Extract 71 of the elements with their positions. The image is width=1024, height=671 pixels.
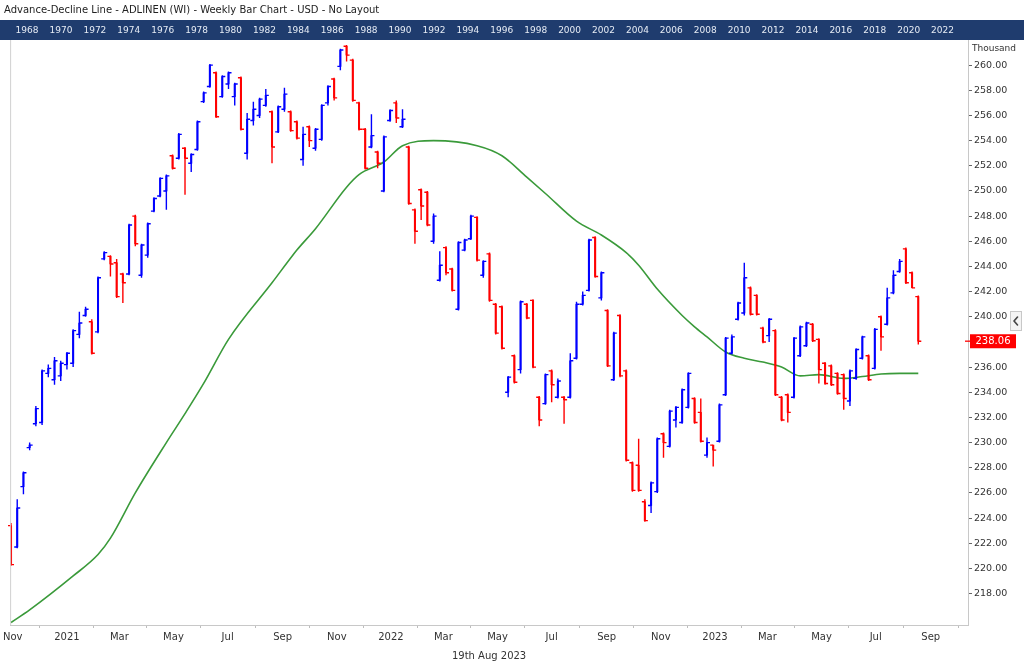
x2-tick-label: 2004: [625, 24, 650, 35]
x2-tick-label: 1970: [49, 24, 73, 35]
y-tick-label: 254.00: [974, 134, 1008, 146]
text: 238.06: [975, 335, 1011, 347]
x2-tick-label: 1972: [83, 24, 107, 35]
x2-tick-label: 1978: [185, 24, 209, 35]
y-tick-label: 252.00: [974, 159, 1008, 171]
x-tick-label: Sep: [597, 630, 617, 642]
x2-tick-label: 1992: [422, 24, 446, 35]
y-tick-label: 258.00: [974, 83, 1008, 95]
x-tick-label: Nov: [327, 630, 347, 642]
y-tick-label: 246.00: [974, 234, 1008, 246]
x-tick-label: 2023: [702, 630, 728, 642]
y-tick-label: 244.00: [974, 259, 1008, 271]
y-tick-label: 260.00: [974, 58, 1008, 70]
x-tick-label: Jul: [544, 630, 558, 642]
y-tick-label: 234.00: [974, 385, 1008, 397]
x2-tick-label: 2010: [727, 24, 751, 35]
x-tick-label: Mar: [433, 630, 454, 642]
y-tick-label: 256.00: [974, 108, 1008, 120]
y-tick-label: 222.00: [974, 536, 1008, 548]
y-tick-label: 218.00: [974, 587, 1008, 599]
x-tick-label: Jul: [220, 630, 234, 642]
x2-tick-label: 1996: [490, 24, 514, 35]
x2-tick-label: 1990: [388, 24, 412, 35]
x-tick-label: May: [163, 630, 184, 642]
x-tick-label: May: [487, 630, 508, 642]
y-axis-title: Thousand: [971, 43, 1017, 54]
x-tick-label: Sep: [273, 630, 293, 642]
x2-tick-label: 1974: [117, 24, 141, 35]
x-tick-label: May: [811, 630, 832, 642]
x2-tick-label: 1968: [15, 24, 39, 35]
x2-tick-label: 2014: [795, 24, 819, 35]
y-tick-label: 236.00: [974, 360, 1008, 372]
x-tick-label: 2022: [378, 630, 404, 642]
x-tick-label: Nov: [651, 630, 671, 642]
y-tick-label: 248.00: [974, 209, 1008, 221]
x2-tick-label: 2002: [592, 24, 615, 35]
y-tick-label: 220.00: [974, 561, 1008, 573]
x2-tick-label: 2006: [659, 24, 684, 35]
y-tick-label: 228.00: [974, 461, 1008, 473]
y-tick-label: 240.00: [974, 310, 1008, 322]
x2-tick-label: 1998: [524, 24, 548, 35]
x2-tick-label: 2018: [863, 24, 887, 35]
x2-tick-label: 2016: [829, 24, 853, 35]
x-tick-label: Sep: [921, 630, 941, 642]
x-tick-label: Mar: [757, 630, 778, 642]
x2-tick-label: 2012: [761, 24, 785, 35]
text: 19th Aug 2023: [451, 649, 527, 661]
x2-tick-label: 1986: [320, 24, 344, 35]
x-tick-label: Mar: [109, 630, 130, 642]
x2-tick-label: 1980: [219, 24, 243, 35]
y-tick-label: 226.00: [974, 486, 1008, 498]
x-tick-label: 2021: [54, 630, 80, 642]
x2-tick-label: 1976: [151, 24, 175, 35]
y-tick-label: 242.00: [974, 285, 1008, 297]
y-tick-label: 250.00: [974, 184, 1008, 196]
chart-title: Advance-Decline Line - ADLINEN (WI) - Weekly Bar Chart - USD - No Layout: [4, 3, 380, 15]
x2-tick-label: 1984: [286, 24, 311, 35]
x2-tick-label: 2022: [931, 24, 955, 35]
x2-tick-label: 2008: [693, 24, 717, 35]
y-tick-label: 224.00: [974, 511, 1008, 523]
x2-tick-label: 1982: [252, 24, 276, 35]
x2-tick-label: 1988: [354, 24, 378, 35]
x2-tick-label: 1994: [456, 24, 480, 35]
x-tick-label: Nov: [3, 630, 23, 642]
x2-tick-label: 2020: [897, 24, 921, 35]
x-tick-label: Jul: [868, 630, 882, 642]
y-tick-label: 232.00: [974, 410, 1008, 422]
y-tick-label: 230.00: [974, 436, 1008, 448]
x2-tick-label: 2000: [558, 24, 582, 35]
